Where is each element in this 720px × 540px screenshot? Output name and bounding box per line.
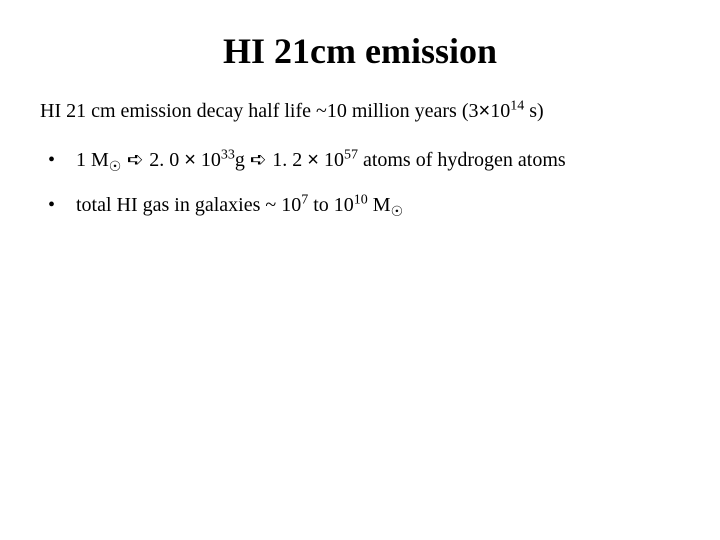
b2-a2: to 10 <box>308 194 354 216</box>
bullet-dot: • <box>48 194 76 217</box>
intro-suffix: s) <box>524 100 543 122</box>
b1-a2: 2. 0 <box>149 149 184 171</box>
b2-a3: M <box>368 194 391 216</box>
b1-a5: 1. 2 <box>272 149 307 171</box>
page-title: HI 21cm emission <box>40 30 680 72</box>
bullet-dot: • <box>48 149 76 172</box>
bullet-2-content: total HI gas in galaxies ~ 107 to 1010 M… <box>76 194 403 217</box>
b2-exp2: 10 <box>354 192 368 207</box>
b1-a3: 10 <box>196 149 221 171</box>
intro-prefix: HI 21 cm emission decay half life ~10 mi… <box>40 100 479 122</box>
bullet-2: • total HI gas in galaxies ~ 107 to 1010… <box>40 194 680 217</box>
intro-exp-base: 10 <box>490 100 510 122</box>
bullet-1: • 1 M☉ ➪ 2. 0 × 1033g ➪ 1. 2 × 1057 atom… <box>40 147 680 172</box>
times-symbol: × <box>307 149 319 171</box>
intro-line: HI 21 cm emission decay half life ~10 mi… <box>40 100 680 123</box>
times-symbol: × <box>184 149 196 171</box>
intro-exp-sup: 14 <box>510 98 524 113</box>
b1-a4: g <box>235 149 250 171</box>
b2-a1: total HI gas in galaxies ~ 10 <box>76 194 301 216</box>
b1-a6: 10 <box>319 149 344 171</box>
b1-exp2: 57 <box>344 147 358 162</box>
bullet-1-content: 1 M☉ ➪ 2. 0 × 1033g ➪ 1. 2 × 1057 atoms … <box>76 147 566 172</box>
b1-a7: atoms of hydrogen atoms <box>358 149 566 171</box>
sun-icon: ☉ <box>109 158 122 174</box>
sun-icon: ☉ <box>391 203 404 219</box>
b1-a1: 1 M <box>76 149 109 171</box>
times-symbol: × <box>479 100 491 122</box>
b1-exp1: 33 <box>221 147 235 162</box>
arrow-icon: ➪ <box>121 149 149 171</box>
arrow-icon: ➪ <box>250 149 272 171</box>
